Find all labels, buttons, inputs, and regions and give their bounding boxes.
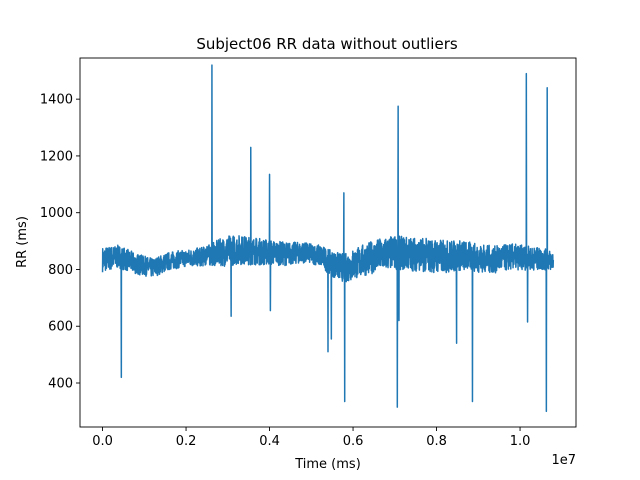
y-tick-label: 1000: [40, 206, 73, 221]
y-tick-label: 1200: [40, 149, 73, 164]
x-tick-label: 0.2: [176, 434, 197, 449]
x-offset-label: 1e7: [551, 453, 576, 468]
plot-frame: [79, 57, 577, 428]
y-tick-label: 600: [48, 320, 73, 335]
plot-content: [101, 64, 555, 413]
y-tick-label: 1400: [40, 93, 73, 108]
x-tick-label: 0.6: [343, 434, 364, 449]
rr-series-line: [101, 64, 555, 413]
x-tick-label: 0.0: [92, 434, 113, 449]
chart-title: Subject06 RR data without outliers: [196, 35, 458, 53]
y-axis-label: RR (ms): [15, 216, 30, 268]
y-axis: 400 600 800 1000 1200 1400: [40, 93, 80, 392]
y-tick-label: 800: [48, 263, 73, 278]
x-tick-label: 0.4: [259, 434, 280, 449]
y-tick-label: 400: [48, 377, 73, 392]
x-axis-label: Time (ms): [294, 457, 361, 472]
x-tick-label: 0.8: [426, 434, 447, 449]
x-axis: 0.0 0.2 0.4 0.6 0.8 1.0: [92, 427, 530, 449]
x-tick-label: 1.0: [510, 434, 531, 449]
